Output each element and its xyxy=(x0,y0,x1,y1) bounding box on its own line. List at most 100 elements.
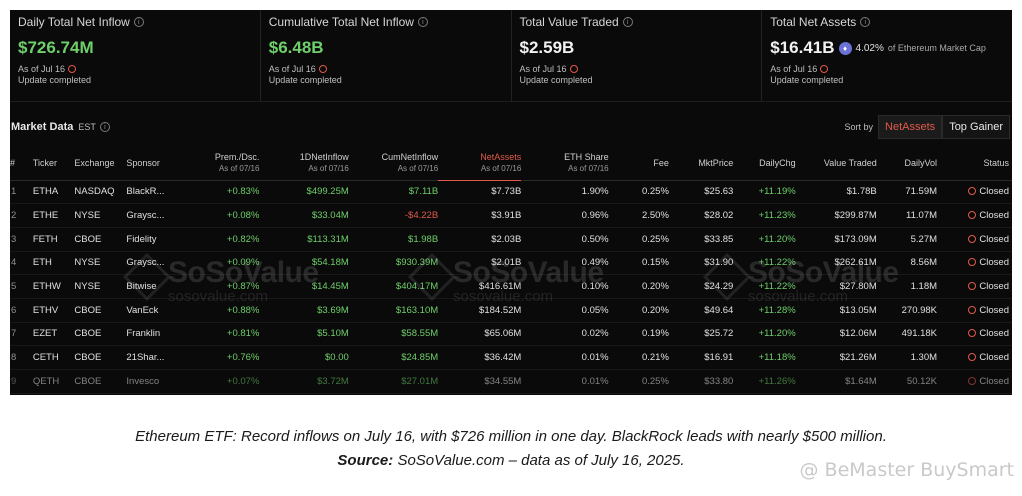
cell-price: $16.91 xyxy=(704,352,734,364)
info-icon[interactable]: i xyxy=(133,17,144,27)
table-row[interactable]: 4 ETH NYSE Graysc... +0.09% $54.18M $930.39M $2… xyxy=(10,251,1012,275)
cell-fee: 0.25% xyxy=(641,375,669,387)
cell-share: 0.50% xyxy=(581,233,609,245)
clock-icon xyxy=(968,234,977,243)
cell-num: 9 xyxy=(11,375,17,387)
col-1d-net-inflow[interactable]: 1DNetInflow As of 07/16 xyxy=(259,146,349,181)
cell-chg: +11.22% xyxy=(758,257,796,269)
cell-vol: 11.07M xyxy=(906,210,938,222)
cell-chg: +11.20% xyxy=(758,233,796,245)
cell-ticker[interactable]: QETH xyxy=(32,375,60,387)
cell-cum: $7.11B xyxy=(408,186,439,198)
col-mkt-price[interactable]: MktPrice xyxy=(668,146,734,181)
table-row[interactable]: 1 ETHA NASDAQ BlackR... +0.83% $499.25M $7.11B… xyxy=(10,180,1012,204)
cell-assets: $65.06M xyxy=(484,328,522,340)
cell-inflow: $5.10M xyxy=(317,328,349,340)
market-data-header: Market Data EST i Sort by NetAssets Top … xyxy=(10,108,1012,146)
cell-chg: +11.18% xyxy=(758,352,796,364)
cell-inflow: $3.69M xyxy=(317,304,349,316)
cell-prem: +0.88% xyxy=(226,304,260,316)
col-net-assets[interactable]: NetAssets As of 07/16 xyxy=(438,146,522,181)
info-icon[interactable]: i xyxy=(622,17,633,27)
col-eth-share[interactable]: ETH Share As of 07/16 xyxy=(521,146,609,181)
stat-status: Update completed xyxy=(18,75,92,85)
sort-top-gainer-button[interactable]: Top Gainer xyxy=(942,115,1010,139)
cell-exchange: CBOE xyxy=(74,328,102,340)
cell-status: Closed xyxy=(937,251,1012,275)
table-row[interactable]: 7 EZET CBOE Franklin +0.81% $5.10M $58.55M $65.… xyxy=(10,322,1012,346)
cell-status: Closed xyxy=(937,227,1012,251)
table-row[interactable]: 6 ETHV CBOE VanEck +0.88% $3.69M $163.10M $184.… xyxy=(10,298,1012,323)
clock-icon xyxy=(968,353,977,362)
col-fee[interactable]: Fee xyxy=(608,146,669,181)
cell-price: $25.72 xyxy=(704,328,734,340)
cell-traded: $173.09M xyxy=(834,233,877,245)
cell-price: $28.02 xyxy=(704,210,734,222)
cell-inflow: $499.25M xyxy=(306,186,349,198)
cell-sponsor: BlackR... xyxy=(126,186,165,198)
cell-share: 0.49% xyxy=(581,257,609,269)
status-text: Closed xyxy=(979,375,1009,387)
cell-ticker[interactable]: ETHW xyxy=(32,281,61,293)
cell-prem: +0.09% xyxy=(226,257,260,269)
cell-prem: +0.83% xyxy=(226,186,260,198)
cell-status: Closed xyxy=(937,275,1012,299)
sort-net-assets-button[interactable]: NetAssets xyxy=(878,115,943,139)
cell-ticker[interactable]: ETH xyxy=(32,257,52,269)
stat-status: Update completed xyxy=(770,75,844,85)
cell-ticker[interactable]: EZET xyxy=(32,328,58,340)
cell-prem: +0.82% xyxy=(226,233,260,245)
clock-icon xyxy=(318,65,327,73)
col-sponsor[interactable]: Sponsor xyxy=(126,146,179,181)
brand-watermark: @ BeMaster BuySmart xyxy=(799,459,1014,481)
stat-value: $16.41B xyxy=(770,38,835,57)
cell-share: 1.90% xyxy=(581,186,609,198)
status-text: Closed xyxy=(979,186,1009,198)
cell-sponsor: Fidelity xyxy=(126,233,157,245)
cell-cum: $404.17M xyxy=(395,281,439,293)
cell-fee: 0.25% xyxy=(641,233,669,245)
cell-fee: 0.19% xyxy=(641,328,669,340)
col-ticker[interactable]: Ticker xyxy=(32,146,75,181)
table-row[interactable]: 9 QETH CBOE Invesco +0.07% $3.72M $27.01M $34.5… xyxy=(10,370,1012,394)
clock-icon xyxy=(820,65,829,73)
market-cap-pct: 4.02% xyxy=(855,42,884,54)
cell-ticker[interactable]: FETH xyxy=(32,233,58,245)
col-prem-dsc[interactable]: Prem./Dsc. As of 07/16 xyxy=(178,146,260,181)
info-icon[interactable]: i xyxy=(99,122,110,132)
cell-price: $33.85 xyxy=(704,233,734,245)
cell-num: 3 xyxy=(11,233,17,245)
table-row[interactable]: 3 FETH CBOE Fidelity +0.82% $113.31M $1.98B $2.… xyxy=(10,227,1012,252)
etf-table: # Ticker Exchange Sponsor Prem./Dsc. As o… xyxy=(10,146,1012,394)
cell-traded: $1.78B xyxy=(846,186,877,198)
col-daily-vol[interactable]: DailyVol xyxy=(876,146,938,181)
col-exchange[interactable]: Exchange xyxy=(74,146,127,181)
col-daily-chg[interactable]: DailyChg xyxy=(733,146,796,181)
cell-ticker[interactable]: ETHE xyxy=(32,210,59,222)
table-row[interactable]: 2 ETHE NYSE Graysc... +0.08% $33.04M -$4.22B $3… xyxy=(10,204,1012,228)
cell-chg: +11.23% xyxy=(758,210,796,222)
cell-status: Closed xyxy=(937,180,1012,204)
cell-num: 6 xyxy=(11,304,17,316)
cell-vol: 1.30M xyxy=(910,352,938,364)
cell-ticker[interactable]: ETHA xyxy=(32,186,59,198)
info-icon[interactable]: i xyxy=(860,17,871,27)
cell-inflow: $3.72M xyxy=(317,375,349,387)
cell-exchange: CBOE xyxy=(74,304,102,316)
cell-sponsor: Graysc... xyxy=(126,210,165,222)
info-icon[interactable]: i xyxy=(417,17,428,27)
cell-fee: 2.50% xyxy=(641,210,669,222)
stat-label: Total Value Traded xyxy=(519,15,619,29)
cell-inflow: $14.45M xyxy=(311,281,349,293)
col-value-traded[interactable]: Value Traded xyxy=(795,146,877,181)
cell-exchange: NYSE xyxy=(74,210,101,222)
table-row[interactable]: 8 CETH CBOE 21Shar... +0.76% $0.00 $24.85M $36.… xyxy=(10,346,1012,370)
cell-share: 0.01% xyxy=(581,375,609,387)
cell-ticker[interactable]: ETHV xyxy=(32,304,59,316)
table-row[interactable]: 5 ETHW NYSE Bitwise +0.87% $14.45M $404.17M $41… xyxy=(10,275,1012,299)
cell-exchange: CBOE xyxy=(74,233,102,245)
col-cum-net-inflow[interactable]: CumNetInflow As of 07/16 xyxy=(348,146,439,181)
stat-value: $2.59B xyxy=(519,38,575,57)
cell-ticker[interactable]: CETH xyxy=(32,352,59,364)
market-data-title: Market Data xyxy=(11,121,74,133)
